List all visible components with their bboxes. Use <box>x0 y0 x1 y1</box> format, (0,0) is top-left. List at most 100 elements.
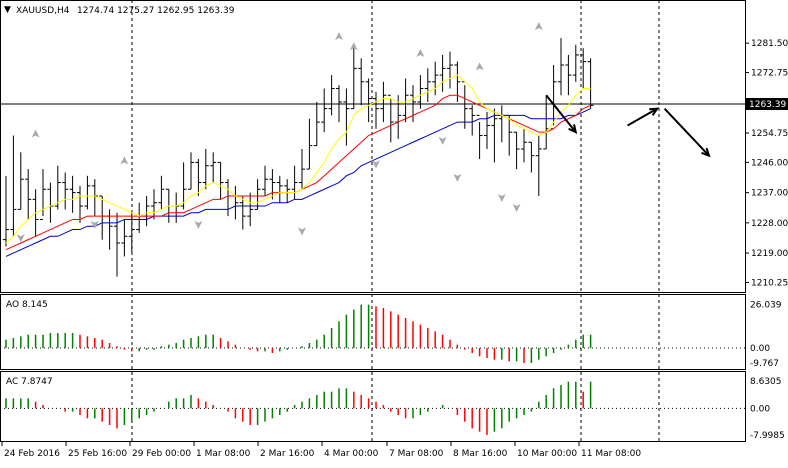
candle <box>528 141 535 173</box>
candle <box>387 94 394 143</box>
candle <box>484 112 490 149</box>
candle <box>254 179 261 210</box>
forecast-arrow-shaft <box>627 107 658 127</box>
ao-tick-label: -9.767 <box>750 359 779 369</box>
candle <box>373 91 379 129</box>
candle <box>225 179 231 217</box>
time-tick-label: 25 Feb 16:00 <box>68 449 127 459</box>
fractal-up-marker <box>120 156 129 165</box>
ao-tick-label: 0.00 <box>750 344 770 354</box>
candle <box>269 169 276 200</box>
price-series-layer <box>3 22 711 277</box>
candle <box>91 179 98 217</box>
candle <box>77 185 83 223</box>
candle <box>210 152 217 183</box>
candle <box>580 48 587 89</box>
fractal-up-marker <box>335 32 343 41</box>
ao-tick-label: 26.039 <box>750 301 782 311</box>
symbol-label: XAUUSD,H4 <box>16 6 70 16</box>
price-tick-label: 1228.00 <box>751 219 788 229</box>
candle <box>491 108 498 163</box>
candle <box>239 195 246 230</box>
price-tick-label: 1272.75 <box>751 69 788 79</box>
current-price-tag <box>746 97 788 110</box>
ac-histogram <box>5 381 592 435</box>
candle <box>62 172 69 210</box>
candle <box>543 95 550 150</box>
candle <box>188 152 194 190</box>
fractal-down-marker <box>16 234 25 243</box>
candle <box>535 135 542 196</box>
fractal-up-marker <box>349 42 358 51</box>
candle <box>10 135 17 237</box>
forecast-arrow-shaft <box>663 107 710 157</box>
candle <box>180 162 187 210</box>
candle <box>284 179 291 203</box>
ao-histogram <box>5 304 592 363</box>
forecast-arrow <box>627 107 660 127</box>
fractal-down-marker <box>512 204 521 213</box>
price-tick-label: 1254.75 <box>751 129 788 139</box>
candle <box>328 75 335 116</box>
candle <box>25 169 32 220</box>
candle <box>469 105 476 136</box>
candle <box>402 78 409 123</box>
candle <box>521 128 527 163</box>
ac-tick-label: 0.00 <box>750 404 770 414</box>
candle <box>417 75 424 109</box>
ma-fast-line <box>5 74 591 244</box>
candle <box>173 192 180 223</box>
time-tick-label: 11 Mar 08:00 <box>581 449 641 459</box>
candle <box>447 51 453 89</box>
forecast-arrow-head <box>701 147 711 158</box>
ma-slow-line <box>5 108 591 257</box>
fractal-down-marker <box>194 220 203 229</box>
forecast-arrow <box>663 107 711 158</box>
price-tick-label: 1237.00 <box>751 189 788 199</box>
forecast-arrow-shaft <box>545 94 577 133</box>
time-tick-label: 7 Mar 08:00 <box>389 449 444 459</box>
fractal-down-marker <box>497 193 506 202</box>
candle <box>232 185 239 220</box>
candle <box>498 105 505 143</box>
time-axis: 24 Feb 2016 25 Feb 16:00 29 Feb 00:00 1 Mar… <box>1 442 641 459</box>
ac-label: AC 7.8747 <box>6 377 53 387</box>
forecast-arrow-head <box>568 124 578 134</box>
candle <box>365 78 372 123</box>
candle <box>476 114 483 160</box>
candle <box>136 202 143 233</box>
candle <box>565 54 572 96</box>
fractal-down-marker <box>453 173 462 182</box>
price-tick-label: 1219.00 <box>751 249 788 259</box>
candle <box>587 58 594 109</box>
candle <box>54 165 61 210</box>
candle <box>424 68 431 102</box>
candle <box>321 88 328 133</box>
fractal-down-marker <box>298 227 306 236</box>
candle <box>195 159 202 196</box>
time-tick-label: 24 Feb 2016 <box>4 449 60 459</box>
price-tick-label: 1210.25 <box>751 278 788 288</box>
candle <box>217 161 224 200</box>
candle <box>506 114 513 156</box>
time-tick-label: 2 Mar 16:00 <box>260 449 315 459</box>
candle <box>513 131 520 170</box>
candle <box>336 85 342 123</box>
candle <box>121 219 128 257</box>
time-tick-label: 1 Mar 08:00 <box>196 449 251 459</box>
candle <box>262 165 268 196</box>
ac-pane-frame <box>0 371 746 442</box>
candle <box>572 44 579 82</box>
current-price-tag-text: 1263.39 <box>749 100 786 110</box>
candle <box>17 152 24 210</box>
time-tick-label: 10 Mar 00:00 <box>517 449 577 459</box>
candle <box>3 175 9 247</box>
day-separators <box>131 0 660 442</box>
candle <box>69 175 76 213</box>
candle <box>128 212 135 254</box>
fractal-up-marker <box>534 22 543 31</box>
collapse-icon[interactable]: ▼ <box>4 5 11 15</box>
forecast-arrow <box>545 94 578 134</box>
